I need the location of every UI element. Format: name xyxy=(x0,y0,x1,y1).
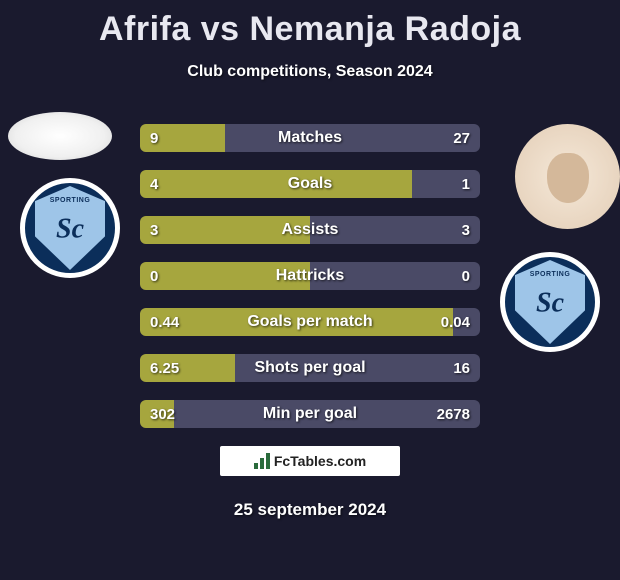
bar-label: Matches xyxy=(140,124,480,152)
page-subtitle: Club competitions, Season 2024 xyxy=(0,63,620,81)
bar-label: Assists xyxy=(140,216,480,244)
club-crest-left: SPORTING Sc xyxy=(20,178,120,278)
bar-row: 33Assists xyxy=(140,216,480,244)
crest-text: SPORTING xyxy=(50,197,91,204)
comparison-bars: 927Matches 41Goals 33Assists 00Hattricks 0.4… xyxy=(140,124,480,446)
player-left-avatar xyxy=(8,112,112,160)
bar-label: Min per goal xyxy=(140,400,480,428)
brand-logo-icon xyxy=(254,453,270,469)
bar-row: 00Hattricks xyxy=(140,262,480,290)
bar-label: Goals xyxy=(140,170,480,198)
bar-label: Shots per goal xyxy=(140,354,480,382)
club-crest-right: SPORTING Sc xyxy=(500,252,600,352)
bar-label: Hattricks xyxy=(140,262,480,290)
crest-monogram: Sc xyxy=(56,213,84,245)
bar-row: 3022678Min per goal xyxy=(140,400,480,428)
crest-monogram: Sc xyxy=(536,287,564,319)
bar-row: 41Goals xyxy=(140,170,480,198)
bar-row: 6.2516Shots per goal xyxy=(140,354,480,382)
brand-text: FcTables.com xyxy=(274,453,366,469)
player-right-avatar xyxy=(515,124,620,229)
bar-row: 927Matches xyxy=(140,124,480,152)
page-title: Afrifa vs Nemanja Radoja xyxy=(0,0,620,49)
crest-text: SPORTING xyxy=(530,271,571,278)
brand-badge: FcTables.com xyxy=(220,446,400,476)
bar-row: 0.440.04Goals per match xyxy=(140,308,480,336)
date-label: 25 september 2024 xyxy=(0,500,620,520)
bar-label: Goals per match xyxy=(140,308,480,336)
